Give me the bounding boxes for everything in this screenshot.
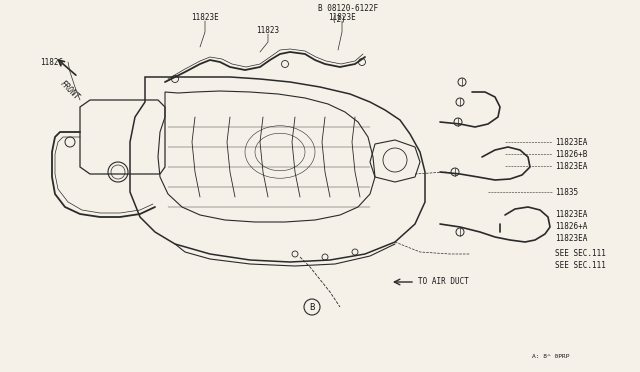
Text: 11823E: 11823E — [191, 13, 219, 22]
Text: B 08120-6122F
   (2): B 08120-6122F (2) — [318, 4, 378, 24]
Text: 11823EA: 11823EA — [555, 161, 588, 170]
Text: B: B — [309, 302, 315, 311]
Text: 11835: 11835 — [555, 187, 578, 196]
Text: 11823: 11823 — [257, 26, 280, 35]
Text: SEE SEC.111: SEE SEC.111 — [555, 262, 606, 270]
Text: SEE SEC.111: SEE SEC.111 — [555, 250, 606, 259]
Text: 11823EA: 11823EA — [555, 234, 588, 243]
Text: 11826: 11826 — [40, 58, 63, 67]
Text: TO AIR DUCT: TO AIR DUCT — [418, 278, 469, 286]
Text: 11823EA: 11823EA — [555, 138, 588, 147]
Text: 11823E: 11823E — [328, 13, 356, 22]
Text: FRONT: FRONT — [59, 78, 81, 101]
Text: 11823EA: 11823EA — [555, 209, 588, 218]
Text: A: 8^ 0PRP: A: 8^ 0PRP — [532, 355, 570, 359]
Text: 11826+A: 11826+A — [555, 221, 588, 231]
Text: 11826+B: 11826+B — [555, 150, 588, 158]
